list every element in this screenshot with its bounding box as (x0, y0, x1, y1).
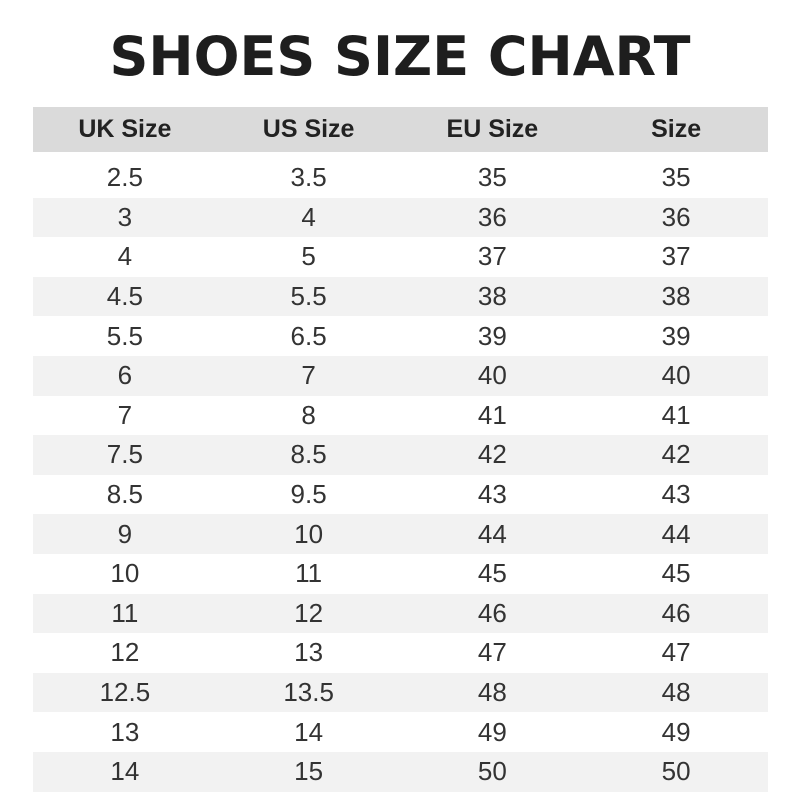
table-cell: 41 (477, 399, 507, 430)
table-cell: 12 (110, 637, 140, 668)
table-row: 9 10 44 44 (33, 514, 768, 554)
table-cell: 8 (301, 399, 316, 430)
table-cell: 7 (301, 360, 316, 391)
table-cell: 4 (301, 201, 316, 232)
column-header: UK Size (78, 115, 172, 143)
table-cell: 4 (117, 241, 133, 272)
table-cell: 38 (661, 281, 691, 312)
size-table: UK Size US Size EU Size Size 2.5 3.5 35 35 3 4 36… (33, 107, 768, 792)
table-cell: 48 (661, 677, 691, 708)
table-row: 4.5 5.5 38 38 (33, 276, 768, 317)
table-cell: 37 (661, 241, 691, 272)
table-cell: 50 (477, 756, 507, 787)
table-cell: 5.5 (290, 281, 327, 312)
table-cell: 2.5 (106, 162, 143, 193)
table-cell: 6.5 (290, 320, 327, 351)
table-cell: 12 (294, 597, 324, 628)
table-cell: 40 (661, 360, 691, 391)
table-cell: 44 (477, 518, 507, 549)
table-cell: 41 (661, 399, 691, 430)
table-cell: 13.5 (283, 677, 334, 708)
table-cell: 8.5 (106, 479, 143, 510)
table-cell: 43 (477, 479, 507, 510)
table-cell: 9.5 (290, 479, 327, 510)
table-cell: 38 (477, 281, 507, 312)
table-row: 4 5 37 37 (33, 237, 768, 277)
table-row: 3 4 36 36 (33, 197, 768, 238)
column-header: Size (651, 115, 702, 143)
table-cell: 10 (294, 518, 324, 549)
table-cell: 11 (295, 558, 323, 589)
table-cell: 11 (111, 597, 139, 628)
table-cell: 4.5 (106, 281, 143, 312)
table-cell: 39 (661, 320, 691, 351)
table-cell: 46 (661, 597, 691, 628)
table-cell: 50 (661, 756, 691, 787)
table-cell: 6 (117, 360, 133, 391)
table-cell: 36 (661, 201, 691, 232)
table-cell: 14 (110, 756, 140, 787)
table-cell: 8.5 (290, 439, 327, 470)
table-cell: 46 (477, 597, 507, 628)
table-row: 7 8 41 41 (33, 396, 768, 436)
column-header: US Size (262, 115, 355, 143)
table-cell: 48 (477, 677, 507, 708)
table-cell: 7.5 (106, 439, 143, 470)
table-cell: 40 (477, 360, 507, 391)
table-row: 11 12 46 46 (33, 593, 768, 634)
table-row: 12.5 13.5 48 48 (33, 672, 768, 713)
table-cell: 35 (661, 162, 691, 193)
table-cell: 3.5 (290, 162, 327, 193)
table-cell: 45 (661, 558, 691, 589)
table-row: 6 7 40 40 (33, 355, 768, 396)
table-cell: 5 (301, 241, 316, 272)
table-cell: 5.5 (106, 320, 143, 351)
page-title: SHOES SIZE CHART (109, 25, 691, 88)
table-header: UK Size US Size EU Size Size (33, 107, 768, 152)
table-cell: 35 (477, 162, 507, 193)
table-cell: 10 (110, 558, 140, 589)
table-row: 7.5 8.5 42 42 (33, 435, 768, 475)
table-row: 5.5 6.5 39 39 (33, 316, 768, 356)
table-cell: 3 (117, 201, 133, 232)
table-row: 13 14 49 49 (33, 712, 768, 752)
table-row: 10 11 45 45 (33, 554, 768, 594)
table-cell: 13 (294, 637, 324, 668)
table-cell: 36 (477, 201, 507, 232)
table-cell: 39 (477, 320, 507, 351)
table-cell: 9 (117, 518, 133, 549)
column-header: EU Size (446, 115, 539, 143)
table-cell: 42 (477, 439, 507, 470)
table-row: 8.5 9.5 43 43 (33, 475, 768, 515)
table-cell: 47 (661, 637, 691, 668)
table-row: 12 13 47 47 (33, 633, 768, 673)
table-cell: 13 (110, 716, 140, 747)
table-cell: 12.5 (99, 677, 151, 708)
table-cell: 49 (661, 716, 691, 747)
table-cell: 37 (477, 241, 507, 272)
table-row: 2.5 3.5 35 35 (33, 158, 768, 198)
table-cell: 43 (661, 479, 691, 510)
table-cell: 14 (294, 716, 324, 747)
table-cell: 47 (477, 637, 507, 668)
table-body: 2.5 3.5 35 35 3 4 36 36 4 5 37 37 4.5 5.5 38 38 5.5 6.5 39… (33, 158, 768, 792)
table-cell: 44 (661, 518, 691, 549)
table-cell: 49 (477, 716, 507, 747)
table-cell: 42 (661, 439, 691, 470)
table-cell: 7 (117, 399, 133, 430)
table-row: 14 15 50 50 (33, 751, 768, 792)
table-cell: 15 (294, 756, 324, 787)
table-cell: 45 (477, 558, 507, 589)
